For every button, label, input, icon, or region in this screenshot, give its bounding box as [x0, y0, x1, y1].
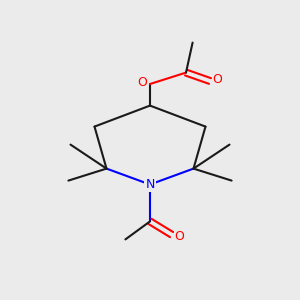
Text: O: O: [174, 230, 184, 243]
Text: N: N: [145, 178, 155, 191]
Text: O: O: [213, 73, 222, 86]
Text: O: O: [138, 76, 147, 89]
